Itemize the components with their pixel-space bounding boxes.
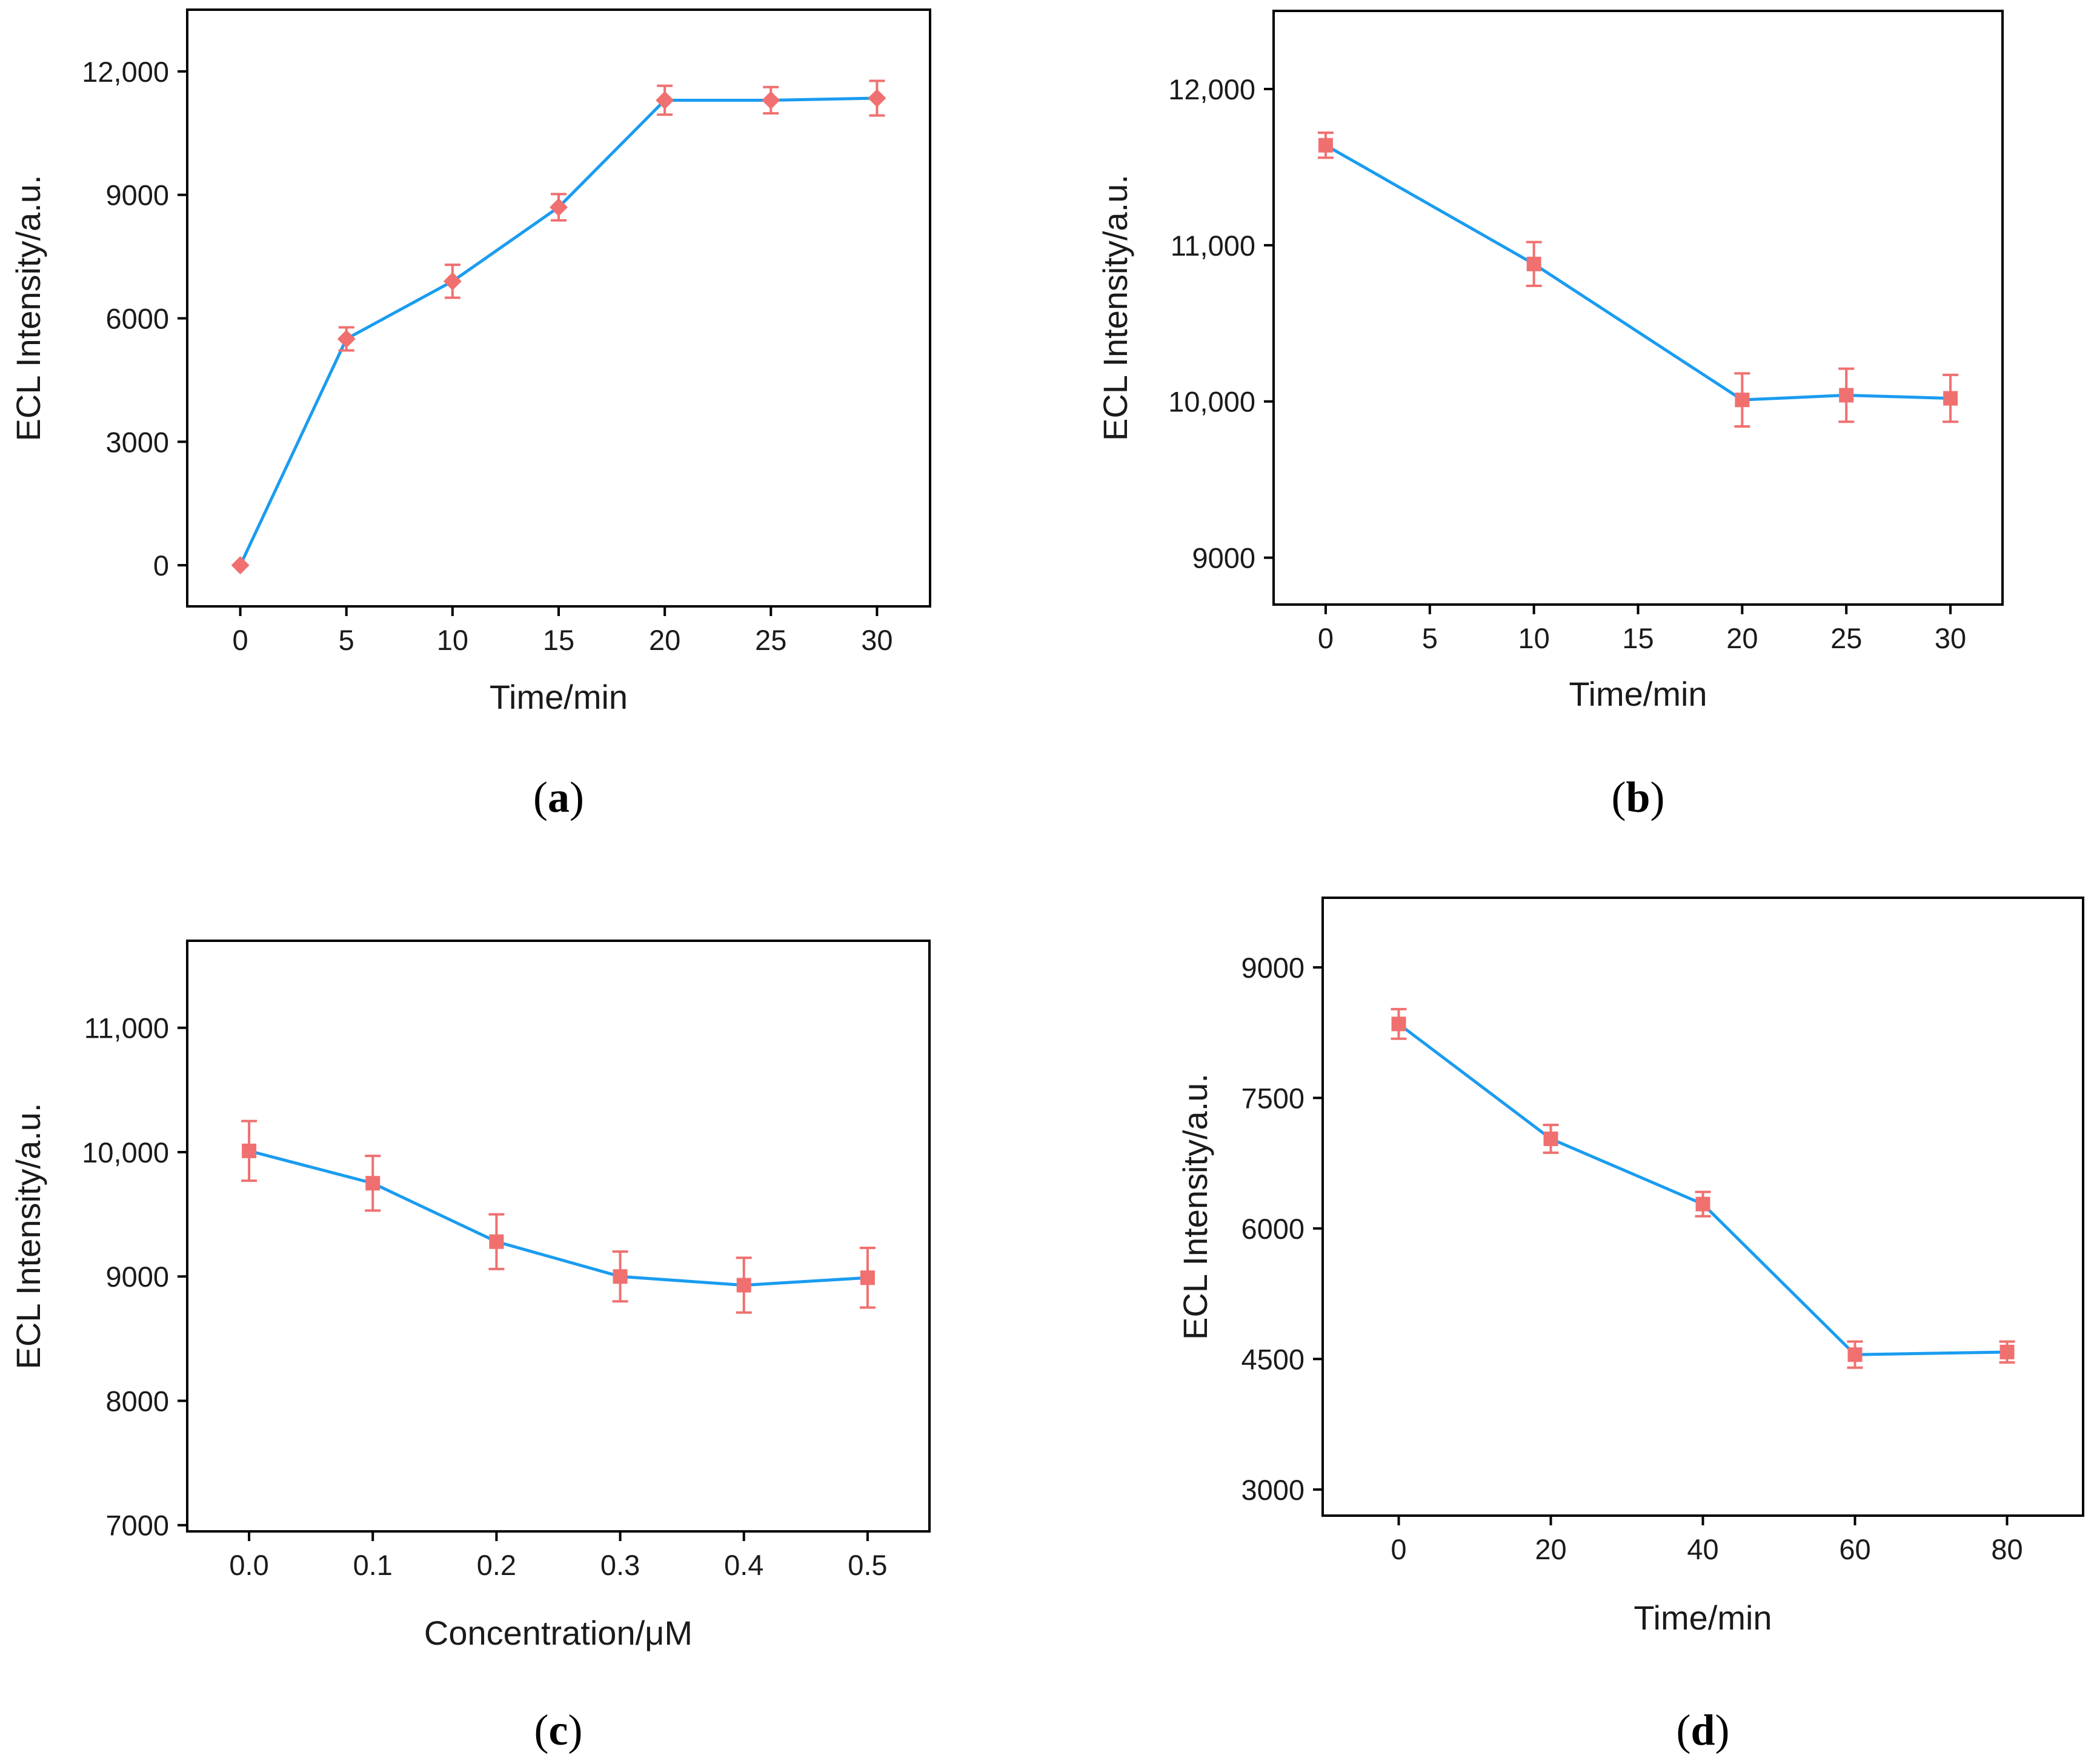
panel-caption-letter: a [548, 773, 570, 821]
y-axis-label: ECL Intensity/a.u. [9, 175, 47, 442]
x-axis-label: Concentration/μM [424, 1614, 693, 1652]
x-tick-label: 15 [1622, 622, 1654, 654]
y-tick-label: 12,000 [82, 56, 169, 88]
data-point [337, 330, 356, 348]
panel-c: 0.0 0.1 0.2 0.3 0.4 0.5 7000 8000 9000 10,000 11,0… [9, 940, 931, 1754]
panel-caption-letter: d [1690, 1706, 1715, 1754]
x-tick-label: 0.0 [229, 1549, 268, 1581]
y-tick-label: 9000 [105, 1261, 169, 1293]
y-axis-label: ECL Intensity/a.u. [9, 1103, 47, 1370]
panel-caption: (b) [1611, 773, 1664, 821]
panel-caption: (a) [533, 773, 584, 821]
x-tick-label: 30 [861, 624, 892, 656]
data-point [860, 1270, 875, 1285]
data-point [868, 89, 886, 108]
x-tick-label: 25 [755, 624, 786, 656]
data-point [231, 556, 250, 575]
y-tick-label: 7000 [105, 1510, 169, 1542]
y-axis-label: ECL Intensity/a.u. [1096, 174, 1134, 441]
x-tick-label: 0.2 [477, 1549, 516, 1581]
y-tick-label: 9000 [1192, 542, 1255, 574]
x-tick-label: 25 [1830, 622, 1862, 654]
data-point [242, 1143, 257, 1158]
y-tick-label: 3000 [105, 426, 169, 458]
x-tick-label: 5 [1422, 622, 1438, 654]
data-point [1847, 1347, 1863, 1362]
y-tick-label: 6000 [105, 302, 169, 334]
y-tick-label: 4500 [1241, 1343, 1305, 1375]
data-point [1943, 391, 1958, 406]
y-tick-label: 12,000 [1168, 73, 1255, 105]
y-axis-label: ECL Intensity/a.u. [1176, 1073, 1214, 1340]
x-axis-label: Time/min [1569, 675, 1707, 713]
x-tick-label: 0 [1391, 1533, 1406, 1565]
plot-frame [1272, 10, 2004, 606]
series-line [1325, 144, 1951, 402]
y-tick-label: 3000 [1241, 1474, 1305, 1506]
data-point [1543, 1131, 1558, 1146]
data-point [365, 1176, 381, 1191]
data-point [1391, 1016, 1406, 1032]
data-point [762, 91, 780, 110]
data-point [613, 1269, 628, 1284]
panel-b: 0 5 10 15 20 25 30 9000 10,000 11,000 12,000 Time/m… [1096, 10, 2004, 821]
y-tick-label: 10,000 [1168, 386, 1255, 418]
y-tick-label: 6000 [1241, 1213, 1305, 1245]
x-axis-label: Time/min [490, 678, 628, 716]
x-tick-label: 0 [233, 624, 248, 656]
series-line [248, 1149, 868, 1287]
panel-d: 0 20 40 60 80 3000 4500 6000 7500 9000 Time/min ECL… [1176, 897, 2084, 1754]
y-tick-label: 11,000 [84, 1012, 169, 1044]
panel-caption: (d) [1676, 1706, 1729, 1754]
x-tick-label: 0.3 [600, 1549, 640, 1581]
x-tick-label: 10 [1518, 622, 1550, 654]
panel-caption-letter: c [549, 1706, 568, 1754]
series-line [1397, 1023, 2007, 1356]
data-point [1526, 256, 1541, 271]
data-point [443, 272, 462, 291]
x-tick-label: 0.5 [848, 1549, 887, 1581]
x-tick-label: 20 [649, 624, 680, 656]
data-point [1318, 138, 1333, 153]
data-point [656, 91, 674, 110]
series-line [239, 96, 877, 566]
x-tick-label: 60 [1839, 1533, 1870, 1565]
data-point [1999, 1344, 2015, 1359]
x-tick-label: 15 [543, 624, 574, 656]
data-point [1735, 393, 1750, 408]
x-tick-label: 20 [1726, 622, 1758, 654]
data-point [550, 198, 568, 217]
data-point [1695, 1196, 1710, 1212]
x-tick-label: 10 [437, 624, 468, 656]
panel-caption-letter: b [1626, 773, 1650, 821]
x-tick-label: 80 [1991, 1533, 2023, 1565]
y-tick-label: 7500 [1241, 1082, 1305, 1114]
plot-frame [186, 940, 931, 1533]
panel-a: 0 5 10 15 20 25 30 0 3000 6000 9000 12,000 Time/min E… [9, 8, 931, 821]
y-tick-label: 11,000 [1171, 230, 1255, 262]
x-tick-label: 0 [1318, 622, 1334, 654]
panel-caption: (c) [534, 1706, 583, 1754]
x-tick-label: 5 [339, 624, 354, 656]
y-tick-label: 8000 [105, 1385, 169, 1417]
y-tick-label: 9000 [105, 179, 169, 211]
x-tick-label: 0.1 [353, 1549, 393, 1581]
data-point [1839, 388, 1854, 403]
data-point [736, 1278, 751, 1293]
y-tick-label: 10,000 [82, 1136, 169, 1169]
x-tick-label: 0.4 [724, 1549, 763, 1581]
x-axis-label: Time/min [1634, 1599, 1772, 1637]
y-tick-label: 9000 [1241, 952, 1305, 984]
data-point [489, 1234, 504, 1249]
x-tick-label: 20 [1535, 1533, 1566, 1565]
x-tick-label: 40 [1687, 1533, 1718, 1565]
x-tick-label: 30 [1935, 622, 1966, 654]
y-tick-label: 0 [153, 549, 169, 582]
